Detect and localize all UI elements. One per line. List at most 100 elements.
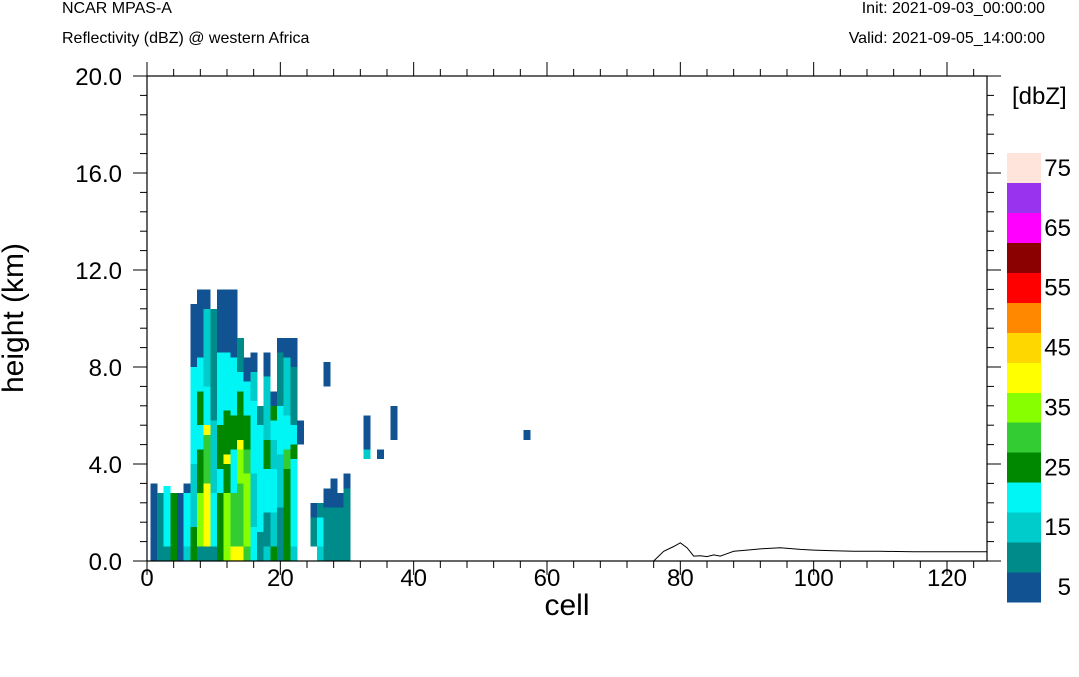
reflectivity-cell [270,420,278,440]
reflectivity-cell [170,493,178,561]
reflectivity-cell [243,473,251,547]
y-tick-label: 16.0 [75,161,122,188]
reflectivity-cell [190,367,198,404]
reflectivity-cell [270,512,278,547]
y-axis-label: height (km) [0,243,30,393]
reflectivity-cell [203,289,211,309]
x-tick-label: 120 [927,565,967,592]
colorbar-label: 15 [1044,514,1071,541]
reflectivity-cell [263,512,271,547]
reflectivity-cell [210,342,218,421]
reflectivity-cell [237,391,245,440]
reflectivity-cell [377,449,385,460]
reflectivity-cell [217,468,225,494]
reflectivity-cell [523,430,531,440]
reflectivity-cell [270,439,278,469]
reflectivity-cell [217,352,225,426]
colorbar-swatch [1007,542,1041,573]
reflectivity-cell [237,337,245,372]
reflectivity-cell [150,483,158,494]
reflectivity-cell [297,420,305,445]
colorbar-swatch [1007,572,1041,603]
reflectivity-cell [190,464,198,528]
reflectivity-cell [277,507,285,561]
reflectivity-cell [283,337,291,358]
reflectivity-cell [270,546,278,561]
reflectivity-cell [190,527,198,561]
reflectivity-cell [183,493,191,547]
colorbar-label: 5 [1058,574,1071,601]
reflectivity-cell [343,473,351,489]
reflectivity-cell [323,488,331,508]
reflectivity-cell [210,420,218,494]
terrain-line [147,542,987,562]
reflectivity-cell [163,485,171,494]
colorbar-swatch [1007,212,1041,244]
colorbar-label: 45 [1044,335,1071,362]
colorbar-label: 35 [1044,394,1071,421]
colorbar-swatch [1007,272,1041,303]
reflectivity-cell [223,352,231,411]
colorbar-swatch [1007,482,1041,513]
reflectivity-cell [270,391,278,406]
reflectivity-cell [163,546,171,561]
reflectivity-cell [257,531,265,561]
reflectivity-cell [203,546,211,561]
reflectivity-cell [203,386,211,426]
reflectivity-cell [390,405,398,440]
valid-time: Valid: 2021-09-05_14:00:00 [848,30,1045,47]
reflectivity-cell [197,425,205,450]
model-title: NCAR MPAS-A [62,0,172,17]
reflectivity-cell [330,507,338,561]
plot-subtitle: Reflectivity (dBZ) @ western Africa [62,30,310,47]
reflectivity-cell [243,546,251,561]
reflectivity-cell [330,478,338,508]
reflectivity-cell [270,405,278,421]
colorbar-title: [dbZ] [1012,83,1067,110]
reflectivity-cell [263,468,271,513]
y-tick-label: 8.0 [89,355,122,382]
x-axis-label: cell [544,589,589,622]
reflectivity-cell [290,425,298,445]
reflectivity-cell [217,425,225,469]
reflectivity-cell [317,502,325,518]
reflectivity-cell [257,405,265,426]
reflectivity-cell [217,493,225,561]
reflectivity-cell [277,352,285,406]
reflectivity-cell [210,493,218,547]
reflectivity-cell [237,371,245,392]
colorbar-swatch [1007,512,1041,543]
reflectivity-cell [343,488,351,561]
reflectivity-cell [197,449,205,494]
reflectivity-cell [290,546,298,561]
reflectivity-cell [290,367,298,426]
reflectivity-cell [317,517,325,547]
reflectivity-cell [203,425,211,435]
colorbar-label: 75 [1044,155,1071,182]
reflectivity-cell [243,357,251,382]
colorbar-label: 25 [1044,454,1071,481]
reflectivity-cell [237,483,245,547]
reflectivity-cells [150,289,531,561]
reflectivity-cell [277,337,285,353]
reflectivity-cell [230,357,238,416]
reflectivity-cell [277,405,285,455]
reflectivity-cell [210,546,218,561]
reflectivity-cell [263,352,271,377]
reflectivity-cell [197,493,205,547]
colorbar-swatch [1007,242,1041,274]
reflectivity-cell [323,507,331,561]
x-tick-label: 60 [534,565,561,592]
reflectivity-cell [197,357,205,392]
y-tick-label: 4.0 [89,452,122,479]
reflectivity-cell [177,493,185,561]
reflectivity-cell [257,425,265,474]
reflectivity-cell [203,483,211,547]
colorbar-label: 55 [1044,275,1071,302]
y-tick-label: 20.0 [75,64,122,91]
reflectivity-cell [230,546,238,561]
reflectivity-cell [290,459,298,547]
reflectivity-cell [230,449,238,494]
reflectivity-cell [190,303,198,367]
reflectivity-cell [263,546,271,561]
